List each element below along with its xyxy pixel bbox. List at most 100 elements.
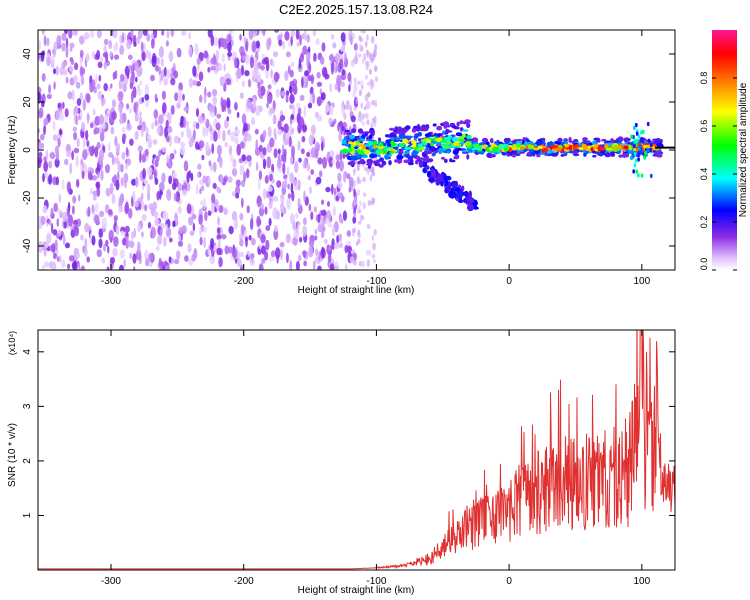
noise-blob [42, 264, 45, 270]
signal-blob [637, 150, 641, 155]
noise-blob [144, 93, 150, 101]
noise-blob [121, 152, 126, 160]
noise-blob [219, 174, 224, 184]
noise-blob [293, 228, 300, 240]
noise-blob [358, 89, 362, 97]
noise-blob [126, 103, 130, 110]
signal-blob [639, 144, 642, 149]
noise-blob [125, 163, 128, 171]
noise-blob [235, 179, 241, 187]
noise-blob [192, 129, 196, 140]
signal-blob [362, 145, 366, 150]
noise-blob [134, 200, 139, 208]
signal-blob [438, 147, 443, 153]
noise-blob [230, 131, 236, 142]
noise-blob [366, 223, 371, 230]
noise-blob [225, 78, 231, 86]
signal-blob [618, 154, 624, 158]
drift-blob [435, 180, 441, 186]
signal-blob [387, 153, 392, 157]
noise-blob [242, 55, 246, 62]
noise-blob [110, 83, 113, 89]
noise-blob [68, 30, 73, 39]
noise-blob [53, 202, 58, 213]
noise-blob [344, 171, 348, 179]
signal-blob [418, 160, 425, 163]
signal-blob [411, 127, 417, 133]
noise-blob [307, 74, 312, 82]
noise-blob [365, 41, 368, 48]
noise-blob [137, 145, 143, 152]
noise-blob [331, 60, 335, 72]
noise-blob [163, 77, 168, 86]
noise-blob [291, 238, 295, 245]
noise-blob [38, 141, 42, 151]
noise-blob [239, 164, 243, 176]
noise-blob [327, 201, 330, 207]
noise-blob [38, 157, 43, 164]
noise-blob [318, 250, 321, 262]
noise-blob [96, 141, 101, 150]
signal-blob [357, 160, 361, 165]
noise-blob [239, 141, 245, 149]
noise-blob [96, 83, 101, 90]
noise-blob [147, 190, 150, 201]
noise-blob [323, 238, 328, 245]
noise-blob [178, 234, 182, 241]
noise-blob [113, 236, 119, 248]
noise-blob [353, 188, 356, 198]
noise-blob [82, 98, 87, 111]
noise-blob [120, 163, 124, 173]
noise-blob [94, 73, 98, 84]
noise-blob [241, 154, 246, 162]
noise-blob [173, 135, 179, 144]
signal-blob [605, 147, 612, 151]
noise-blob [340, 45, 344, 53]
noise-blob [352, 58, 356, 64]
noise-blob [216, 144, 222, 156]
noise-blob [133, 102, 137, 113]
noise-blob [94, 146, 99, 158]
noise-blob [129, 240, 135, 249]
noise-blob [346, 245, 352, 253]
noise-blob [96, 249, 103, 258]
noise-blob [69, 65, 74, 72]
signal-blob [629, 155, 633, 160]
noise-blob [363, 192, 367, 197]
noise-blob [73, 131, 78, 141]
noise-blob [262, 30, 266, 37]
noise-blob [280, 203, 285, 214]
noise-blob [368, 68, 372, 75]
noise-blob [71, 150, 74, 161]
signal-blob [403, 159, 411, 164]
noise-blob [283, 123, 289, 134]
snr-x-label: Height of straight line (km) [298, 585, 415, 596]
signal-blob [445, 137, 451, 143]
noise-blob [168, 160, 172, 169]
noise-blob [272, 51, 279, 58]
noise-blob [205, 141, 210, 152]
noise-blob [155, 64, 159, 72]
noise-blob [362, 176, 366, 183]
noise-blob [297, 140, 301, 151]
noise-blob [364, 112, 369, 119]
noise-blob [374, 98, 377, 106]
noise-blob [224, 245, 230, 255]
drift-blob [440, 181, 444, 187]
noise-blob [49, 151, 56, 160]
noise-blob [239, 33, 242, 41]
noise-blob [40, 133, 45, 141]
noise-blob [94, 127, 100, 135]
noise-blob [332, 42, 337, 49]
signal-blob [394, 159, 398, 163]
noise-blob [86, 112, 90, 124]
noise-blob [250, 218, 254, 231]
noise-blob [84, 222, 90, 233]
noise-blob [215, 49, 220, 62]
noise-blob [195, 141, 199, 150]
noise-blob [86, 93, 91, 104]
signal-blob [494, 141, 499, 146]
noise-blob [241, 80, 245, 88]
signal-blob [341, 148, 349, 155]
noise-blob [203, 236, 206, 249]
